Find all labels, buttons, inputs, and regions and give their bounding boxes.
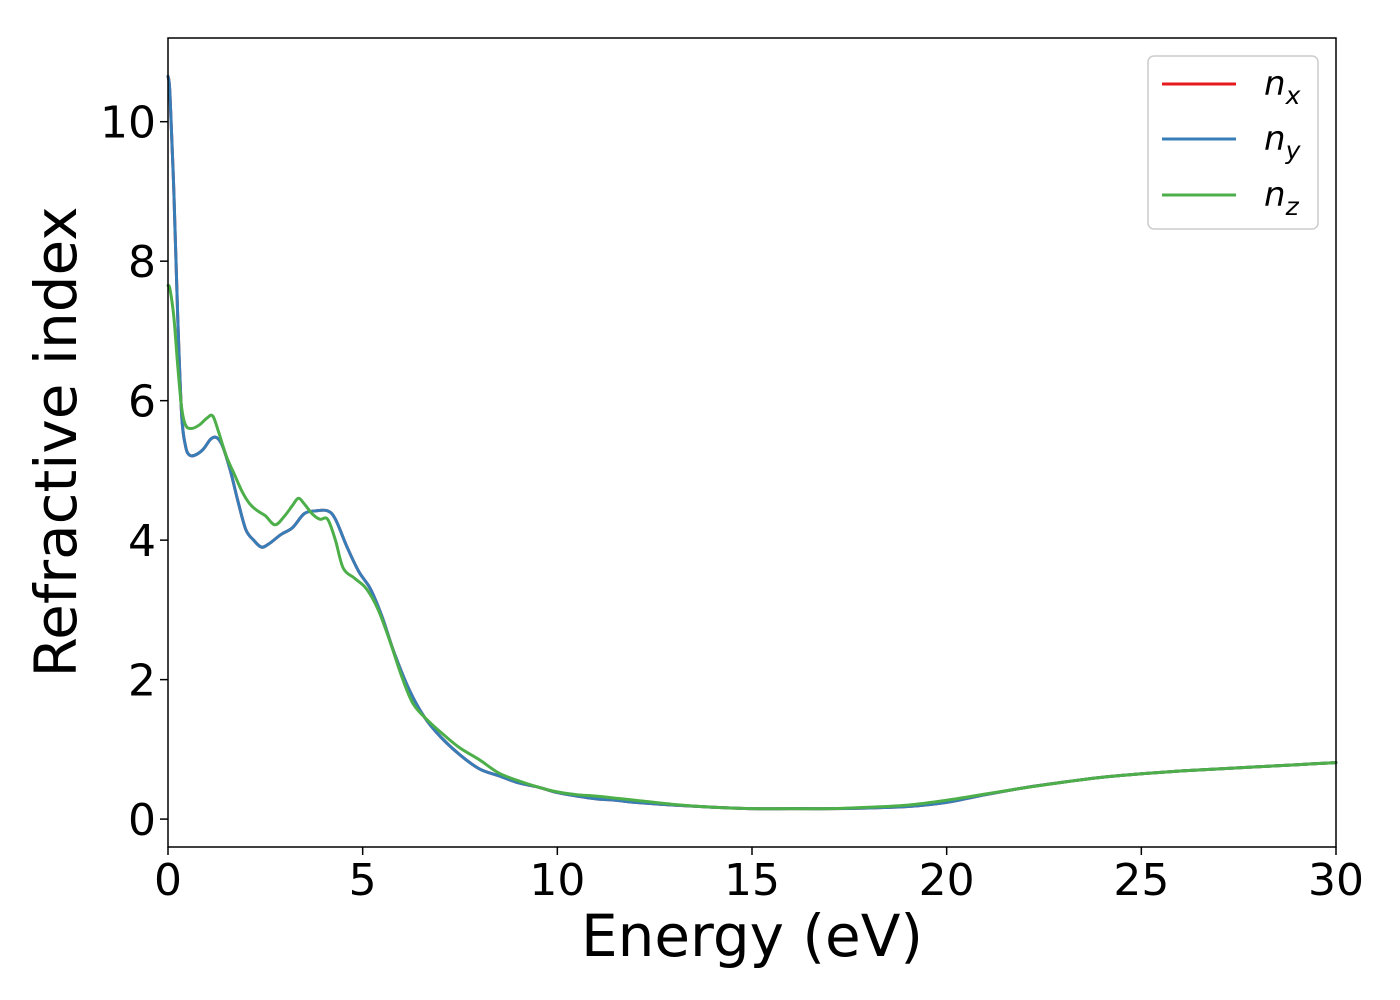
series-line-y [166, 74, 1338, 811]
x-tick-label: 15 [724, 855, 780, 906]
y-axis-title: Refractive index [22, 206, 90, 677]
legend-label-x: nx [1264, 64, 1301, 110]
legend-label-y: ny [1264, 119, 1302, 165]
y-tick-label: 4 [128, 516, 156, 567]
legend: nx ny nz [1147, 55, 1319, 230]
x-tick-label: 20 [919, 855, 975, 906]
y-tick-label: 8 [128, 237, 156, 288]
series-layer [166, 74, 1338, 811]
y-tick-label: 10 [100, 98, 156, 149]
x-tick-label: 0 [154, 855, 182, 906]
series-line-z [166, 284, 1338, 811]
x-tick-label: 25 [1113, 855, 1169, 906]
y-tick-label: 0 [128, 795, 156, 846]
legend-box [1147, 55, 1319, 230]
x-tick-label: 5 [349, 855, 377, 906]
y-tick-label: 6 [128, 377, 156, 428]
x-axis-title: Energy (eV) [581, 902, 923, 970]
x-tick-label: 10 [529, 855, 585, 906]
plot-background [168, 38, 1336, 847]
x-tick-label: 30 [1308, 855, 1364, 906]
x-axis-ticks: 0 5 10 15 20 25 30 [154, 847, 1364, 906]
y-axis-ticks: 0 2 4 6 8 10 [100, 98, 168, 846]
legend-label-z: nz [1264, 175, 1300, 221]
y-tick-label: 2 [128, 656, 156, 707]
